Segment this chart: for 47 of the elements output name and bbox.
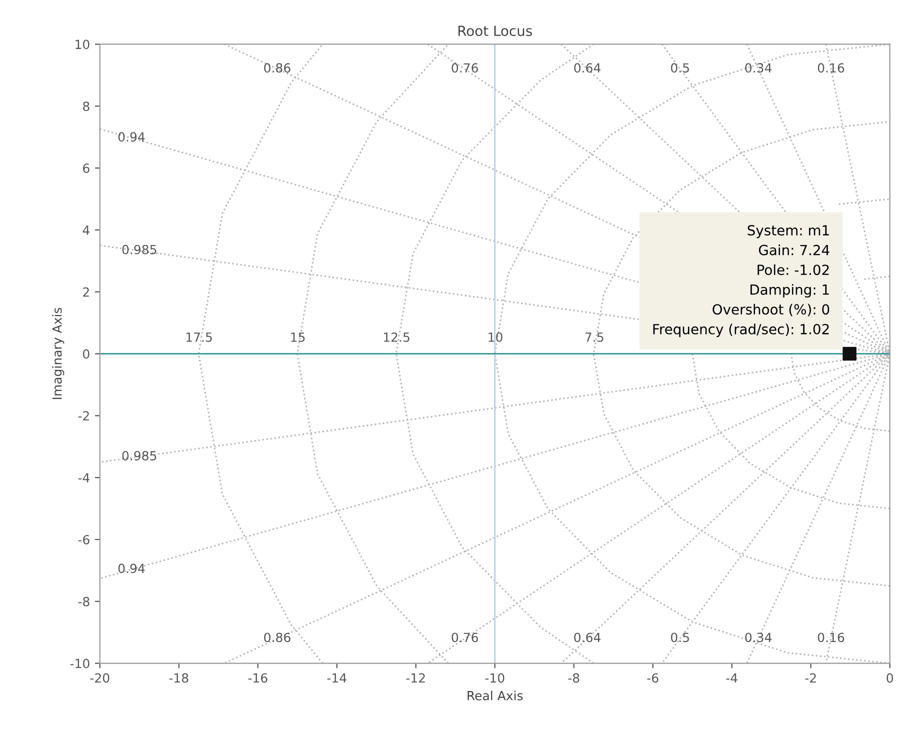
y-tick-label: -10 bbox=[70, 658, 90, 668]
x-tick-label: 0 bbox=[886, 673, 893, 683]
annotation: 12.5 bbox=[384, 332, 410, 342]
y-tick-label: 10 bbox=[76, 40, 90, 50]
annotation: 0.16 bbox=[818, 632, 844, 642]
annotation: 0.985 bbox=[122, 451, 156, 460]
annotation: 15 bbox=[291, 332, 305, 342]
x-tick-label: -8 bbox=[568, 673, 580, 683]
x-tick-label: -16 bbox=[248, 673, 268, 683]
y-tick-label: 6 bbox=[83, 164, 90, 173]
annotation: 0.76 bbox=[452, 632, 478, 642]
annotation: 0.5 bbox=[670, 632, 689, 642]
y-tick-label: -2 bbox=[78, 411, 89, 420]
x-tick-label: -12 bbox=[406, 673, 425, 683]
y-tick-label: -4 bbox=[78, 473, 90, 482]
annotation: 7.5 bbox=[585, 332, 604, 342]
y-axis-title: Imaginary Axis bbox=[52, 308, 64, 400]
annotation: 17.5 bbox=[186, 332, 212, 342]
annotation: System: m1 Gain: 7.24 Pole: -1.02 Damping: 1 Overshoot (%): 0 Frequency (rad/sec): 1.02 bbox=[653, 225, 830, 338]
y-tick-label: 2 bbox=[83, 287, 89, 297]
annotation: 0.94 bbox=[118, 132, 145, 142]
y-tick-label: 8 bbox=[83, 102, 90, 112]
annotation: 0.34 bbox=[745, 632, 772, 642]
annotation: 0.94 bbox=[118, 564, 145, 574]
annotation: 0.985 bbox=[122, 244, 156, 254]
annotation: 0.64 bbox=[574, 63, 600, 73]
annotation: 10 bbox=[488, 332, 502, 342]
y-tick-label: 0 bbox=[83, 349, 90, 359]
x-tick-label: -10 bbox=[485, 673, 504, 683]
x-tick-label: -14 bbox=[327, 673, 346, 683]
x-tick-label: -6 bbox=[647, 673, 658, 683]
y-tick-label: 4 bbox=[82, 226, 90, 235]
y-tick-label: -6 bbox=[78, 534, 90, 544]
x-tick-label: -4 bbox=[726, 673, 738, 683]
annotation: 0.86 bbox=[264, 63, 290, 73]
x-tick-label: -18 bbox=[169, 673, 188, 683]
annotation: 0.16 bbox=[818, 63, 844, 73]
chart-title: Root Locus bbox=[458, 26, 532, 36]
annotation: 0.86 bbox=[264, 632, 290, 642]
x-tick-label: -20 bbox=[90, 673, 110, 683]
x-tick-label: -2 bbox=[805, 673, 816, 683]
annotation: 0.34 bbox=[745, 63, 772, 73]
annotation: 0.5 bbox=[670, 63, 689, 73]
annotation: 0.76 bbox=[452, 63, 478, 73]
annotation: 0.64 bbox=[574, 632, 600, 642]
x-axis-title: Real Axis bbox=[468, 690, 523, 700]
y-tick-label: -8 bbox=[78, 596, 90, 606]
